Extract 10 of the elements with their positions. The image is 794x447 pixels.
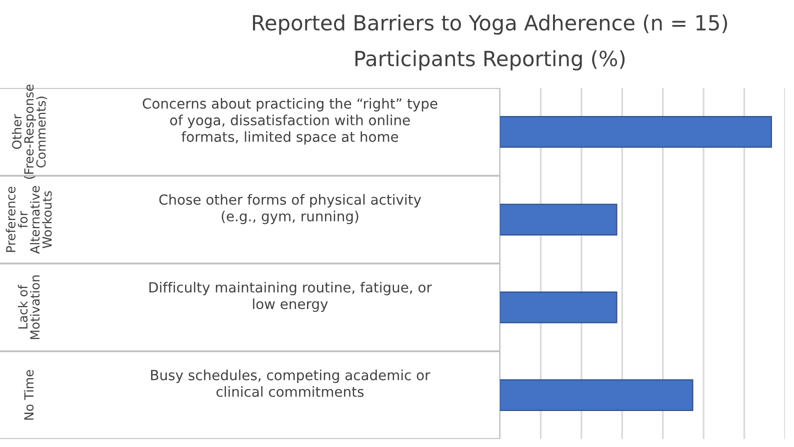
text: Lack of Motivation [18,276,40,340]
y-tick-label: Difficulty maintaining routine, fatigue, or low energy [149,282,432,312]
chart-subtitle: Participants Reporting (%) [355,50,625,70]
y-tick-label: Chose other forms of physical activity (e.g., gym, running) [159,194,422,224]
y-tick-label: Busy schedules, competing academic or clinical commitments [151,370,430,397]
text: Preference for Alternative Workouts [6,186,52,254]
text: No Time [24,370,34,420]
chart-title: Reported Barriers to Yoga Adherence (n = 15) [253,14,728,35]
y-tick-label: Concerns about practicing the “right” type of yoga, dissatisfaction with online formats, limited space at home [142,98,438,145]
text: Other (Free-Response Comments) [12,84,48,179]
